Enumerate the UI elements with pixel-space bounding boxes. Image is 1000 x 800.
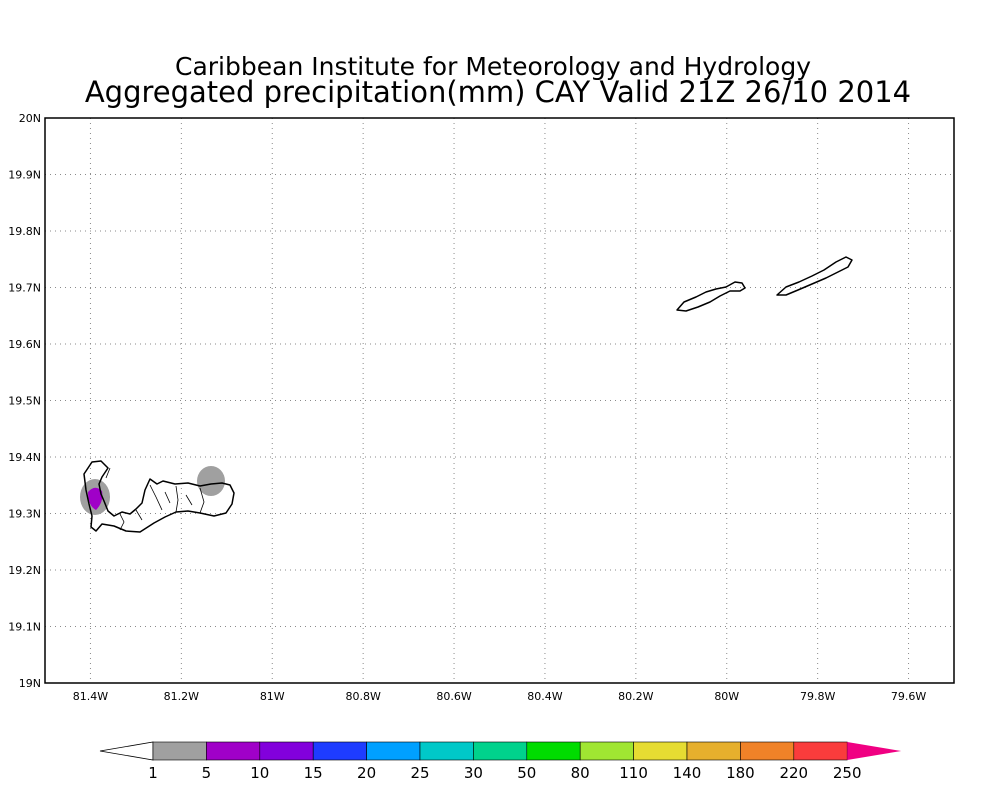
- lat-tick-label: 19.2N: [8, 564, 41, 577]
- colorbar-label: 220: [779, 764, 808, 782]
- colorbar-label: 5: [202, 764, 212, 782]
- colorbar-swatch: [152, 741, 207, 761]
- longitude-labels: 81.4W 81.2W 81W 80.8W 80.6W 80.4W 80.2W 80W 79.8…: [73, 690, 927, 703]
- island-grand-cayman: [83, 460, 235, 533]
- colorbar-swatch: [419, 741, 474, 761]
- lat-tick-label: 19.8N: [8, 225, 41, 238]
- colorbar-under-triangle: [99, 741, 154, 761]
- colorbar-label: 20: [357, 764, 376, 782]
- colorbar-label: 25: [410, 764, 429, 782]
- colorbar-label: 30: [464, 764, 483, 782]
- precip-area-purple: [88, 487, 103, 510]
- lat-tick-label: 19.6N: [8, 338, 41, 351]
- colorbar-swatch: [366, 741, 421, 761]
- lat-tick-label: 19.9N: [8, 169, 41, 182]
- lat-tick-label: 20N: [19, 112, 41, 125]
- lat-tick-label: 19.5N: [8, 395, 41, 408]
- gridlines: [45, 118, 954, 683]
- colorbar-label: 15: [304, 764, 323, 782]
- lat-tick-label: 19.1N: [8, 621, 41, 634]
- colorbar-label: 140: [673, 764, 702, 782]
- map-title: Caribbean Institute for Meteorology and …: [175, 52, 811, 81]
- lon-tick-label: 80.4W: [527, 690, 562, 703]
- precip-area-east-gray: [197, 466, 225, 496]
- colorbar-label: 80: [571, 764, 590, 782]
- lat-tick-label: 19.3N: [8, 508, 41, 521]
- colorbar-label: 50: [517, 764, 536, 782]
- colorbar-label: 180: [726, 764, 755, 782]
- colorbar-swatch: [633, 741, 688, 761]
- colorbar-label: 250: [833, 764, 862, 782]
- lon-tick-label: 80.2W: [618, 690, 653, 703]
- colorbar-label: 110: [619, 764, 648, 782]
- colorbar-swatch: [473, 741, 528, 761]
- lon-tick-label: 80W: [714, 690, 739, 703]
- colorbar-swatch: [259, 741, 314, 761]
- colorbar-swatch: [793, 741, 848, 761]
- lon-tick-label: 81W: [260, 690, 285, 703]
- plot-frame: [44, 117, 955, 684]
- lon-tick-label: 80.8W: [345, 690, 380, 703]
- map-plot-area: [44, 117, 955, 684]
- island-cayman-brac: [776, 256, 853, 296]
- colorbar-label: 10: [250, 764, 269, 782]
- colorbar: 1 5 10 15 20 25 30 50 80 110 140 180 220 250: [99, 741, 902, 782]
- lon-tick-label: 79.6W: [891, 690, 926, 703]
- island-little-cayman: [676, 281, 746, 312]
- plot-background: [45, 118, 954, 683]
- lon-tick-label: 79.8W: [800, 690, 835, 703]
- colorbar-swatch: [312, 741, 367, 761]
- colorbar-swatch: [740, 741, 795, 761]
- lat-tick-label: 19.4N: [8, 451, 41, 464]
- colorbar-over-triangle: [847, 742, 902, 760]
- lon-tick-label: 80.6W: [436, 690, 471, 703]
- colorbar-swatch: [206, 741, 261, 761]
- lon-tick-label: 81.4W: [73, 690, 108, 703]
- colorbar-swatch: [526, 741, 581, 761]
- lon-tick-label: 81.2W: [164, 690, 199, 703]
- latitude-labels: 19N 19.1N 19.2N 19.3N 19.4N 19.5N 19.6N 19.7N 19…: [8, 112, 41, 690]
- colorbar-swatch: [579, 741, 634, 761]
- lat-tick-label: 19N: [19, 677, 41, 690]
- lat-tick-label: 19.7N: [8, 282, 41, 295]
- map-subtitle: Aggregated precipitation(mm) CAY Valid 2…: [85, 75, 911, 109]
- colorbar-label: 1: [148, 764, 158, 782]
- island-district-lines: [105, 467, 205, 531]
- colorbar-swatch: [686, 741, 741, 761]
